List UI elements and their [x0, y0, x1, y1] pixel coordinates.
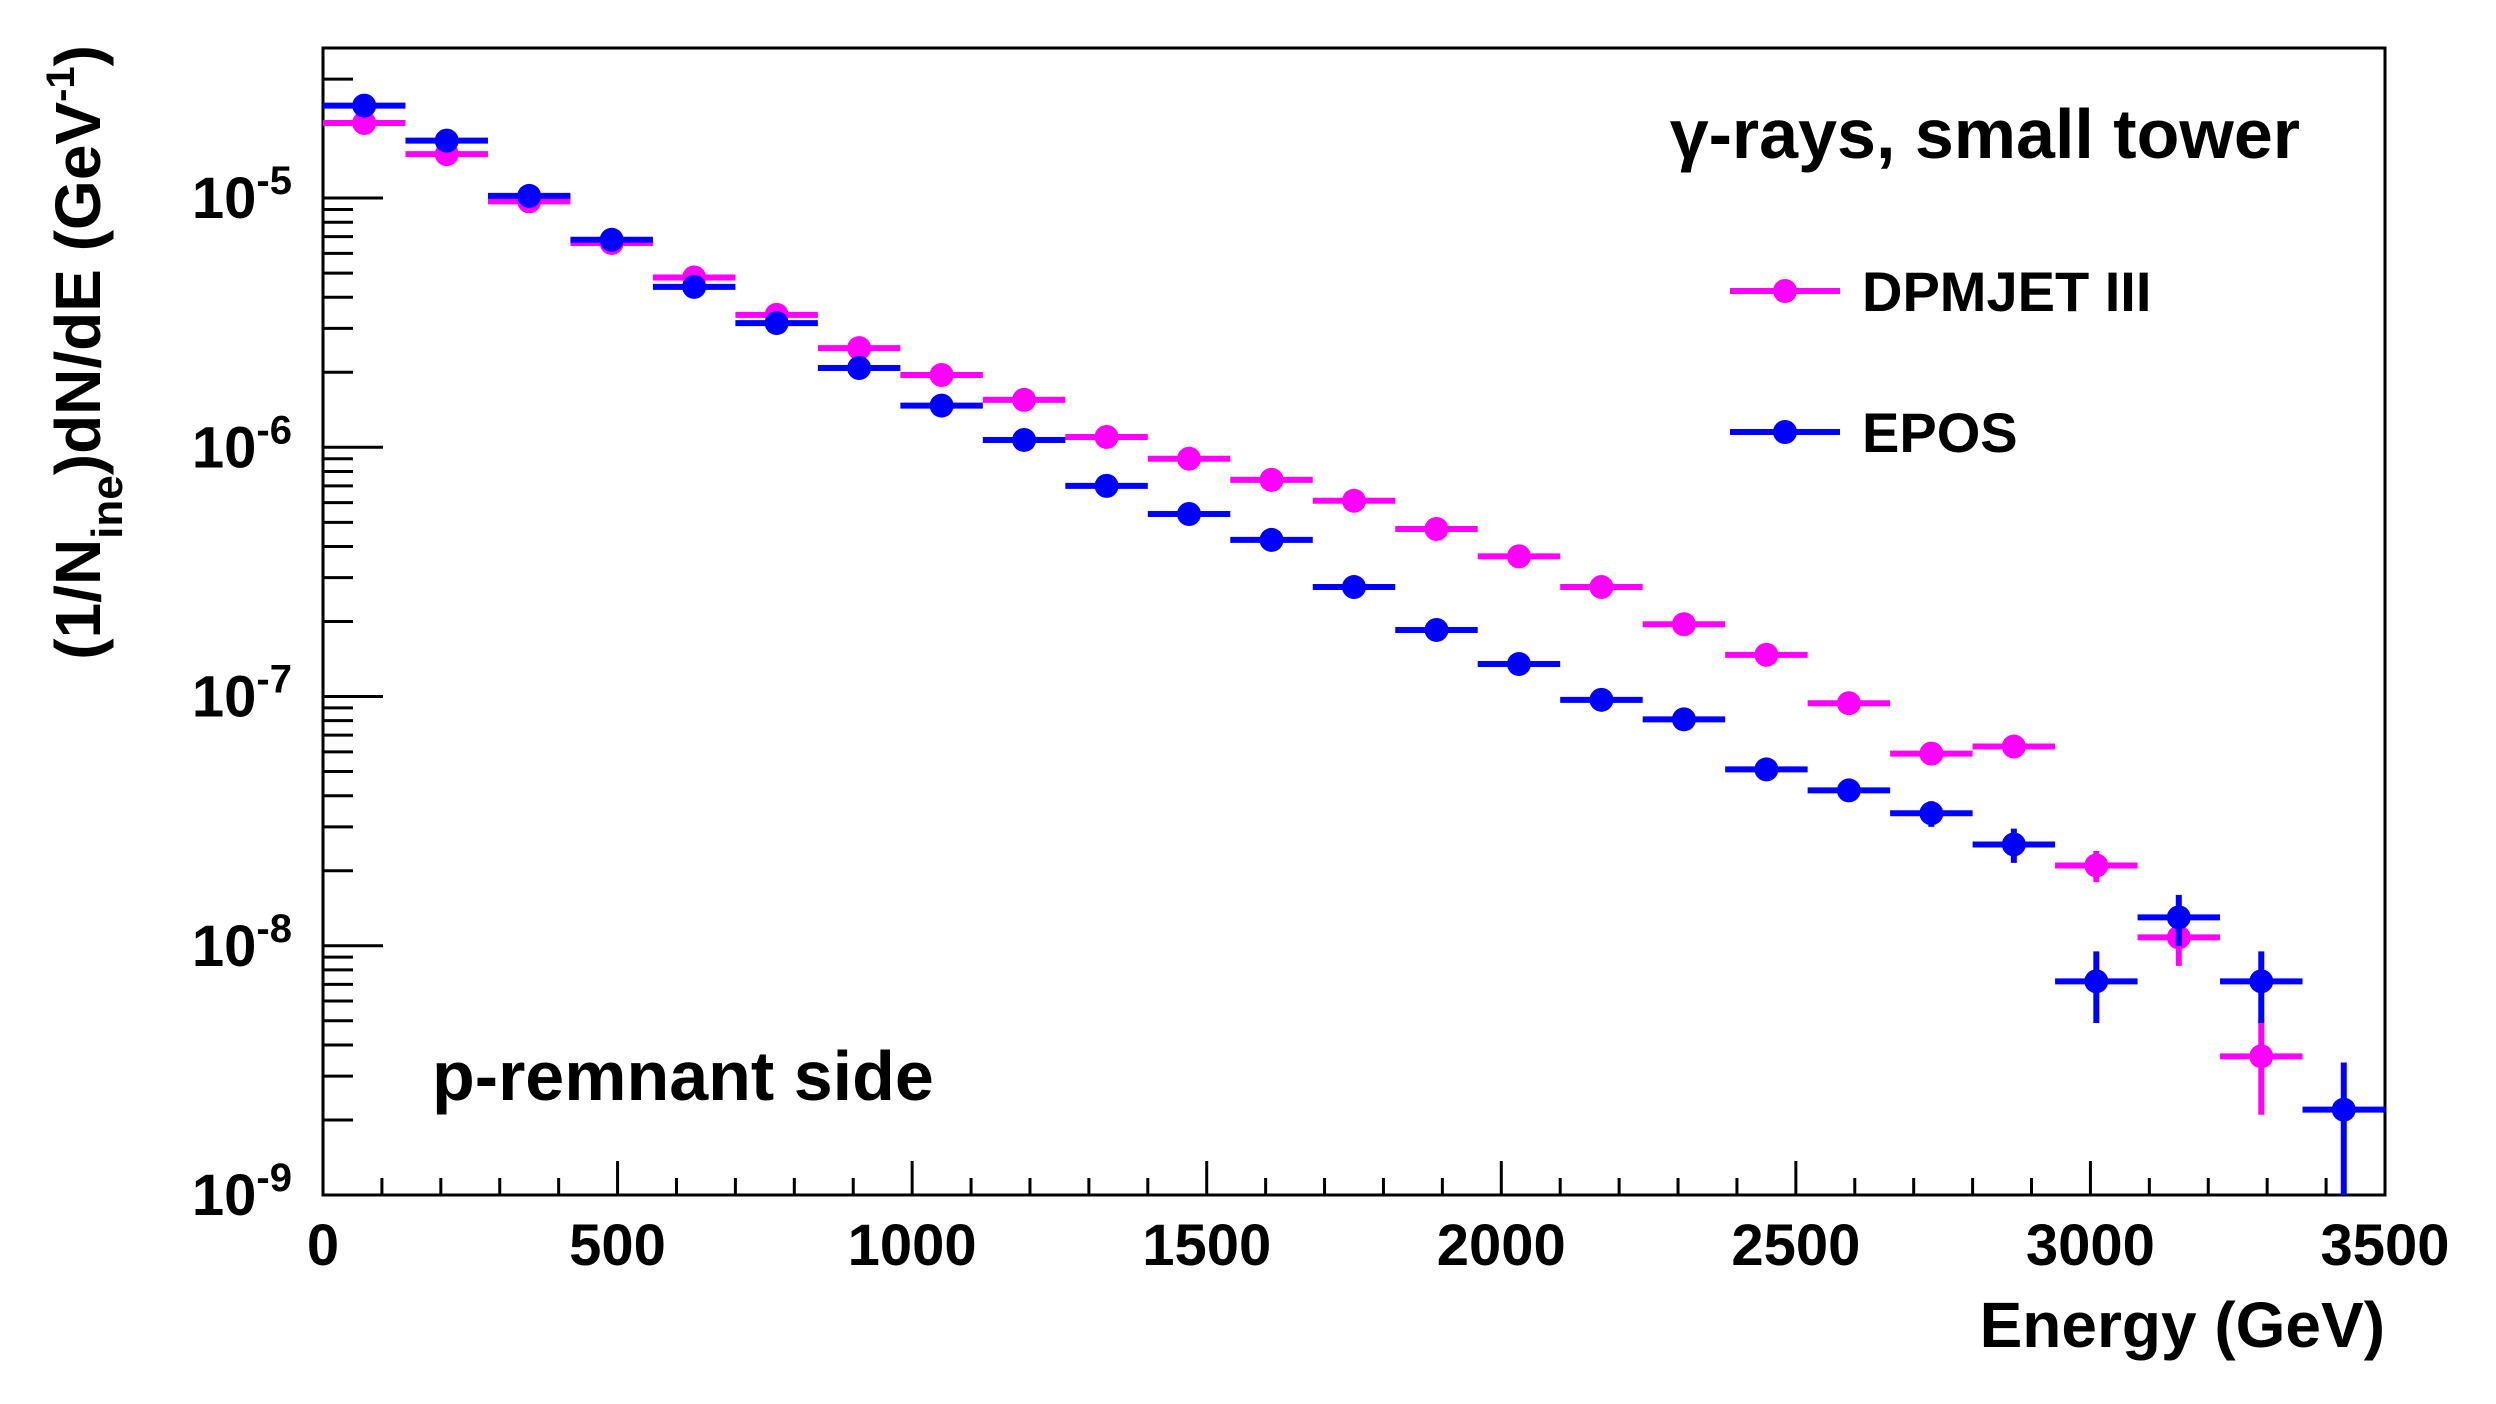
data-point: [1094, 473, 1119, 498]
y-tick-label-exponent: -6: [256, 408, 292, 452]
data-point: [599, 227, 624, 252]
data-point: [929, 363, 954, 388]
data-point: [2331, 1097, 2356, 1122]
x-tick-label: 2500: [1731, 1213, 1860, 1278]
y-axis-title-part-b: )dN/dE (GeV: [42, 102, 114, 476]
data-point: [1506, 544, 1531, 569]
x-tick-label: 3500: [2320, 1213, 2449, 1278]
data-point: [1754, 757, 1779, 782]
data-point: [434, 128, 459, 153]
legend-marker-dpmjet: [1773, 279, 1797, 303]
data-point: [1342, 488, 1366, 513]
data-point: [1836, 778, 1861, 803]
y-tick-label-exponent: -8: [256, 907, 292, 951]
legend: DPMJET III EPOS: [1730, 260, 2151, 464]
data-point: [1836, 691, 1861, 716]
data-point: [1424, 617, 1449, 642]
data-point: [1589, 575, 1614, 600]
y-axis-title-part-a: (1/N: [42, 539, 114, 660]
data-point: [2001, 734, 2026, 759]
data-point: [1259, 467, 1284, 492]
x-tick-label: 3000: [2026, 1213, 2155, 1278]
series-epos: [323, 93, 2385, 1195]
data-point: [2084, 969, 2109, 994]
legend-label-epos: EPOS: [1862, 401, 2018, 464]
data-point: [1589, 687, 1614, 712]
legend-label-dpmjet: DPMJET III: [1862, 260, 2151, 323]
data-point: [2166, 905, 2191, 930]
data-point: [1342, 575, 1366, 600]
y-tick-label-base: 10: [192, 665, 257, 730]
x-tick-label: 500: [569, 1213, 666, 1278]
data-point: [1671, 612, 1696, 637]
y-tick-label-base: 10: [192, 166, 257, 231]
data-point: [517, 183, 542, 208]
data-point: [1012, 427, 1037, 452]
data-point: [1919, 801, 1944, 826]
y-tick-label-base: 10: [192, 415, 257, 480]
x-axis-title: Energy (GeV): [1980, 1289, 2385, 1361]
y-tick-label-exponent: -5: [256, 159, 292, 203]
data-point: [1754, 642, 1779, 667]
data-point: [929, 393, 954, 418]
y-tick-label: 10-7: [192, 658, 292, 730]
data-point: [1177, 446, 1202, 471]
y-axis-title-subscript: ine: [83, 475, 132, 539]
data-point: [764, 311, 789, 336]
data-point: [1012, 387, 1037, 412]
data-point: [1919, 741, 1944, 766]
data-point: [352, 111, 377, 136]
y-tick-label: 10-5: [192, 159, 292, 231]
data-point: [1671, 707, 1696, 732]
data-point: [1177, 501, 1202, 526]
x-tick-label: 2000: [1437, 1213, 1566, 1278]
data-point: [1424, 517, 1449, 542]
data-point: [2084, 853, 2109, 878]
data-point: [847, 336, 872, 361]
data-point: [352, 93, 377, 118]
data-point: [1259, 527, 1284, 552]
y-tick-label-exponent: -7: [256, 658, 292, 702]
data-point: [682, 274, 707, 299]
data-point: [1094, 424, 1119, 449]
annotation-gamma-rays: γ-rays, small tower: [1670, 95, 2300, 173]
x-tick-label: 1000: [848, 1213, 977, 1278]
plot-frame: [321, 46, 2387, 1197]
legend-marker-epos: [1773, 420, 1797, 444]
annotation-p-remnant-side: p-remnant side: [432, 1037, 934, 1115]
y-axis-title-part-c: ): [42, 45, 114, 66]
y-tick-label: 10-8: [192, 907, 292, 979]
y-axis-title-superscript: -1: [39, 66, 83, 102]
data-point: [2001, 832, 2026, 857]
data-point: [847, 356, 872, 381]
y-tick-label-base: 10: [192, 1163, 257, 1228]
data-point: [2249, 1044, 2274, 1069]
y-tick-label-base: 10: [192, 914, 257, 979]
x-tick-label: 1500: [1142, 1213, 1271, 1278]
x-tick-label: 0: [307, 1213, 339, 1278]
data-point: [2249, 969, 2274, 994]
y-tick-label-exponent: -9: [256, 1156, 292, 1200]
data-point: [1506, 652, 1531, 677]
y-tick-label: 10-6: [192, 408, 292, 480]
y-tick-label: 10-9: [192, 1156, 292, 1228]
y-axis-title: (1/Nine)dN/dE (GeV-1): [39, 45, 132, 660]
